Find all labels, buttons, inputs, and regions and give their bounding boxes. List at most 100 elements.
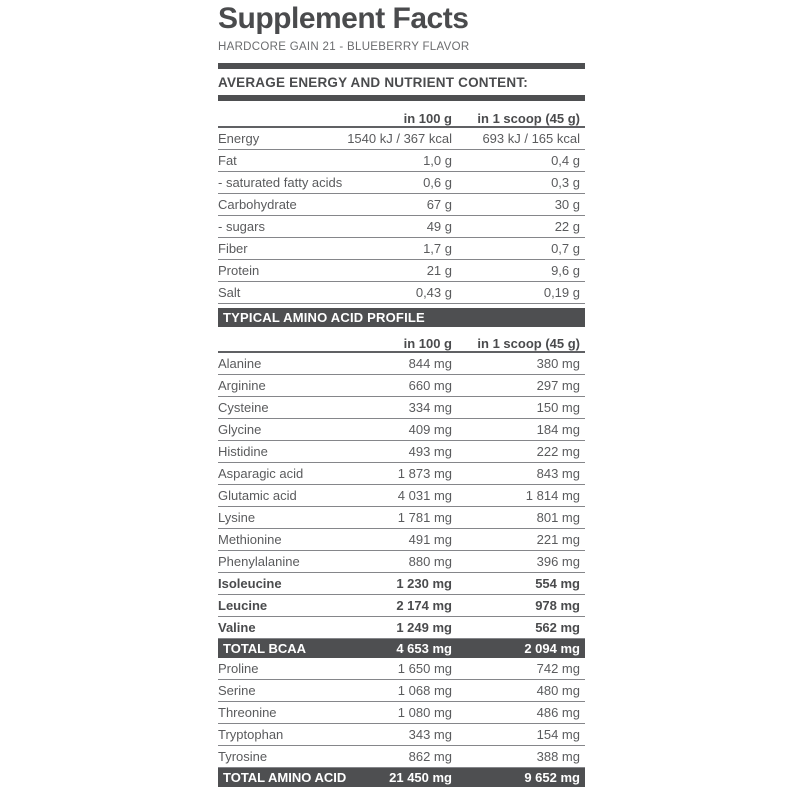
table-row: Valine 1 249 mg 562 mg [218, 617, 585, 639]
row-value-scoop: 150 mg [536, 400, 580, 415]
row-value-100g: 343 mg [408, 727, 452, 742]
table-row: Glutamic acid 4 031 mg 1 814 mg [218, 485, 585, 507]
table-row: Methionine 491 mg 221 mg [218, 529, 585, 551]
row-label: Valine [218, 620, 256, 635]
row-label: Proline [218, 661, 259, 676]
row-value-scoop: 22 g [554, 219, 580, 234]
row-value-100g: 0,6 g [423, 175, 452, 190]
row-label: Arginine [218, 378, 266, 393]
row-value-scoop: 388 mg [536, 749, 580, 764]
row-label: Carbohydrate [218, 197, 297, 212]
table-row: Proline 1 650 mg 742 mg [218, 658, 585, 680]
row-value-scoop: 0,3 g [551, 175, 580, 190]
table-row: Serine 1 068 mg 480 mg [218, 680, 585, 702]
row-value-scoop: 380 mg [536, 356, 580, 371]
row-label: Asparagic acid [218, 466, 304, 481]
row-value-100g: 409 mg [408, 422, 452, 437]
row-value-100g: 1 068 mg [397, 683, 452, 698]
row-value-100g: 1540 kJ / 367 kcal [347, 131, 452, 146]
row-label: Alanine [218, 356, 262, 371]
row-label: TOTAL AMINO ACID [223, 770, 347, 785]
table-row: Protein 21 g 9,6 g [218, 260, 585, 282]
table-row: - saturated fatty acids 0,6 g 0,3 g [218, 172, 585, 194]
row-label: Leucine [218, 598, 268, 613]
table-row: Alanine 844 mg 380 mg [218, 353, 585, 375]
row-value-100g: 1 873 mg [397, 466, 452, 481]
row-label: Histidine [218, 444, 268, 459]
row-label: Phenylalanine [218, 554, 300, 569]
row-value-100g: 0,43 g [415, 285, 452, 300]
row-value-100g: 2 174 mg [396, 598, 452, 613]
row-label: TOTAL BCAA [223, 641, 307, 656]
row-value-scoop: 480 mg [536, 683, 580, 698]
table-row: Leucine 2 174 mg 978 mg [218, 595, 585, 617]
row-label: Tryptophan [218, 727, 284, 742]
row-value-scoop: 221 mg [536, 532, 580, 547]
table-row: Arginine 660 mg 297 mg [218, 375, 585, 397]
row-value-100g: 660 mg [408, 378, 452, 393]
row-value-100g: 844 mg [408, 356, 452, 371]
row-label: - saturated fatty acids [218, 175, 343, 190]
table-row: Salt 0,43 g 0,19 g [218, 282, 585, 304]
row-label: - sugars [218, 219, 265, 234]
table-row: Isoleucine 1 230 mg 554 mg [218, 573, 585, 595]
row-value-100g: 1 080 mg [397, 705, 452, 720]
row-value-scoop: 0,7 g [551, 241, 580, 256]
row-value-scoop: 2 094 mg [524, 641, 580, 656]
row-value-scoop: 978 mg [535, 598, 580, 613]
row-value-100g: 1,7 g [423, 241, 452, 256]
row-label: Serine [218, 683, 256, 698]
table-row: Energy 1540 kJ / 367 kcal 693 kJ / 165 kca… [218, 128, 585, 150]
row-value-100g: 334 mg [408, 400, 452, 415]
row-value-scoop: 843 mg [536, 466, 580, 481]
table-row: Threonine 1 080 mg 486 mg [218, 702, 585, 724]
row-value-scoop: 9 652 mg [524, 770, 580, 785]
row-value-100g: 67 g [426, 197, 452, 212]
table-row: Lysine 1 781 mg 801 mg [218, 507, 585, 529]
table-row: Histidine 493 mg 222 mg [218, 441, 585, 463]
nutrition-table: Energy 1540 kJ / 367 kcal 693 kJ / 165 kca… [218, 126, 585, 304]
row-value-100g: 21 450 mg [389, 770, 452, 785]
table-row: Carbohydrate 67 g 30 g [218, 194, 585, 216]
row-label: Tyrosine [218, 749, 268, 764]
supplement-facts-label: Supplement Facts HARDCORE GAIN 21 - BLUE… [218, 2, 585, 787]
row-value-scoop: 9,6 g [551, 263, 580, 278]
table-row: - sugars 49 g 22 g [218, 216, 585, 238]
row-label: Glutamic acid [218, 488, 297, 503]
amino-table: Alanine 844 mg 380 mg Arginine 660 mg 297 mg C… [218, 351, 585, 787]
table-row: Cysteine 334 mg 150 mg [218, 397, 585, 419]
section-title-nutrition: AVERAGE ENERGY AND NUTRIENT CONTENT: [218, 75, 528, 90]
page-title: Supplement Facts [218, 2, 469, 35]
row-value-scoop: 30 g [554, 197, 580, 212]
column-header-scoop: in 1 scoop (45 g) [477, 111, 580, 126]
divider-bar-bottom [218, 95, 585, 101]
row-label: Lysine [218, 510, 256, 525]
row-value-100g: 49 g [426, 219, 452, 234]
row-value-100g: 4 031 mg [397, 488, 452, 503]
row-value-scoop: 742 mg [536, 661, 580, 676]
row-label: Fat [218, 153, 237, 168]
section-header-amino: TYPICAL AMINO ACID PROFILE [218, 308, 585, 327]
column-header-scoop: in 1 scoop (45 g) [477, 336, 580, 351]
row-value-100g: 491 mg [408, 532, 452, 547]
total-row: TOTAL AMINO ACID 21 450 mg 9 652 mg [218, 768, 585, 787]
divider-bar-top [218, 63, 585, 69]
table-row: Fat 1,0 g 0,4 g [218, 150, 585, 172]
nutrition-column-header-row: in 100 g in 1 scoop (45 g) [218, 106, 585, 126]
row-value-scoop: 554 mg [535, 576, 580, 591]
row-value-scoop: 154 mg [536, 727, 580, 742]
table-row: Tyrosine 862 mg 388 mg [218, 746, 585, 768]
table-row: Phenylalanine 880 mg 396 mg [218, 551, 585, 573]
row-value-100g: 1,0 g [423, 153, 452, 168]
table-row: Fiber 1,7 g 0,7 g [218, 238, 585, 260]
row-label: Glycine [218, 422, 262, 437]
column-header-100g: in 100 g [403, 111, 452, 126]
row-value-scoop: 693 kJ / 165 kcal [482, 131, 580, 146]
row-value-scoop: 396 mg [536, 554, 580, 569]
row-value-100g: 880 mg [408, 554, 452, 569]
row-value-100g: 1 230 mg [396, 576, 452, 591]
product-name: HARDCORE GAIN 21 - BLUEBERRY FLAVOR [218, 41, 470, 53]
row-value-scoop: 1 814 mg [525, 488, 580, 503]
column-header-100g: in 100 g [403, 336, 452, 351]
row-label: Fiber [218, 241, 248, 256]
